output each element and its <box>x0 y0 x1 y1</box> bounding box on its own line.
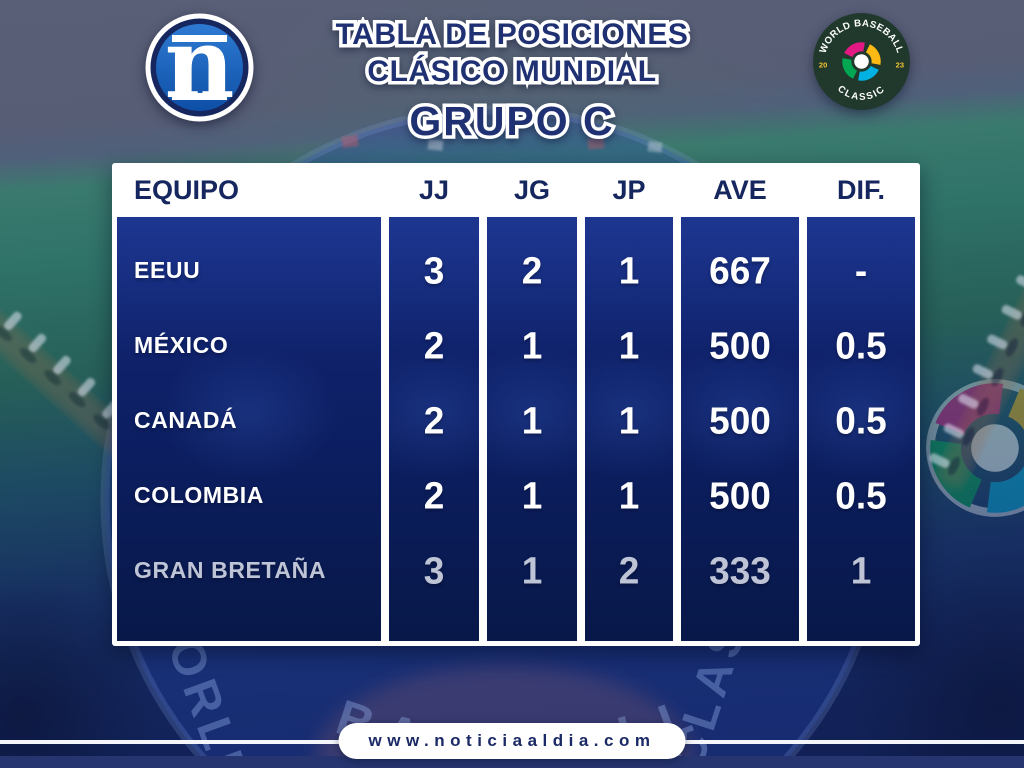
stat-value: 667 <box>709 248 771 292</box>
stat-value: 2 <box>423 398 445 442</box>
stat-value: 0.5 <box>835 398 887 442</box>
stat-value: 500 <box>709 473 771 517</box>
column-jg: 2 1 1 1 1 <box>487 217 577 641</box>
col-header-jj: JJ <box>418 174 450 205</box>
col-header-jp: JP <box>612 174 646 205</box>
world-baseball-classic-logo: WORLD BASEBALL CLASSIC 20 23 <box>811 11 912 112</box>
wbc-pinwheel <box>843 43 880 80</box>
stat-value: 2 <box>521 248 543 292</box>
col-header-equipo: EQUIPO <box>134 174 240 205</box>
noticia-al-dia-logo: n <box>143 7 256 124</box>
stat-value: 1 <box>618 248 640 292</box>
stat-value: 2 <box>423 323 445 367</box>
stat-value: 500 <box>709 323 771 367</box>
title-block: TABLA DE POSICIONES CLÁSICO MUNDIAL GRUP… <box>252 16 772 145</box>
column-jp: 1 1 1 1 2 <box>585 217 673 641</box>
wbc-year-left: 20 <box>819 61 827 70</box>
team-name: COLOMBIA <box>134 482 265 508</box>
stat-value: 1 <box>521 548 543 592</box>
stat-value: 2 <box>618 548 640 592</box>
stat-value: 1 <box>618 473 640 517</box>
stat-value: - <box>854 248 868 292</box>
stat-value: 1 <box>618 398 640 442</box>
stat-value: 1 <box>521 398 543 442</box>
table-header-row: EQUIPO JJ JG JP AVE DIF. <box>117 163 915 217</box>
stat-value: 0.5 <box>835 473 887 517</box>
column-dif: - 0.5 0.5 0.5 1 <box>807 217 915 641</box>
stat-value: 1 <box>521 323 543 367</box>
stat-value: 1 <box>850 548 872 592</box>
column-ave: 667 500 500 500 333 <box>681 217 799 641</box>
stat-value: 1 <box>521 473 543 517</box>
n-logo-graphic: n <box>145 7 254 122</box>
website-url: www.noticiaaldia.com <box>368 731 656 750</box>
stat-value: 3 <box>423 548 445 592</box>
stat-value: 3 <box>423 248 445 292</box>
title-line-1: TABLA DE POSICIONES <box>252 16 772 53</box>
col-header-jg: JG <box>513 174 551 205</box>
stat-value: 500 <box>709 398 771 442</box>
team-name: EEUU <box>134 257 201 283</box>
wbc-year-right: 23 <box>896 61 904 70</box>
stat-value: 0.5 <box>835 323 887 367</box>
standings-table: EQUIPO JJ JG JP AVE DIF. EEUU MÉXICO CAN… <box>112 163 920 646</box>
stat-value: 2 <box>423 473 445 517</box>
col-header-dif: DIF. <box>836 174 885 205</box>
n-letter: n <box>165 11 235 120</box>
stat-value: 333 <box>709 548 771 592</box>
stat-value: 1 <box>618 323 640 367</box>
website-url-pill[interactable]: www.noticiaaldia.com <box>338 723 686 759</box>
wbc-logo-graphic: WORLD BASEBALL CLASSIC 20 23 <box>813 13 910 110</box>
column-jj: 3 2 2 2 3 <box>389 217 479 641</box>
title-line-2: CLÁSICO MUNDIAL <box>252 53 772 90</box>
team-name: GRAN BRETAÑA <box>134 557 327 583</box>
column-equipo: EEUU MÉXICO CANADÁ COLOMBIA GRAN BRETAÑA <box>117 217 381 641</box>
title-line-3-group: GRUPO C <box>252 97 772 145</box>
col-header-ave: AVE <box>713 174 767 205</box>
table-body: EEUU MÉXICO CANADÁ COLOMBIA GRAN BRETAÑA… <box>117 217 915 641</box>
